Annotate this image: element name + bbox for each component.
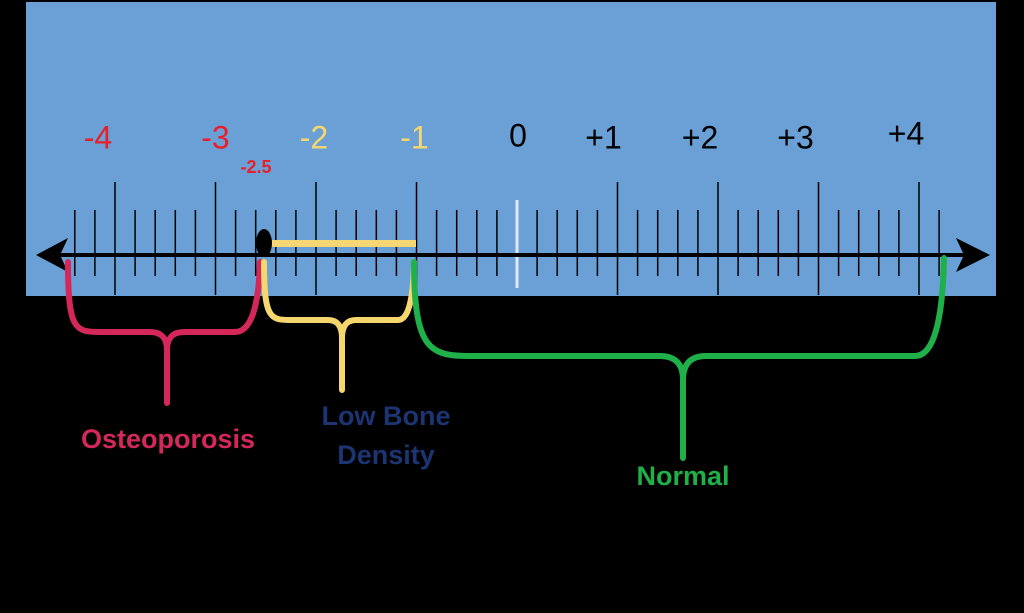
scale-panel [26, 2, 996, 296]
marker-dot [256, 229, 272, 257]
normal-brace [411, 255, 947, 461]
scale-label: +1 [585, 119, 621, 155]
left-arrow [36, 238, 68, 272]
osteoporosis-brace [65, 259, 263, 406]
scale-label: -3 [201, 119, 229, 155]
range-label: Osteoporosis [81, 424, 255, 454]
scale-label: -1 [400, 119, 428, 155]
scale-label: 0 [509, 117, 527, 153]
range-label: Low Bone [322, 401, 451, 431]
range-label: Density [337, 440, 435, 470]
scale-labels: -4 -3 -2 -1 0 +1 +2 +3 +4 [84, 115, 924, 155]
marker-label: -2.5 [240, 157, 271, 177]
right-arrow [956, 238, 990, 272]
scale-label: -2 [300, 119, 328, 155]
scale-label: +4 [888, 115, 924, 151]
scale-label: +3 [777, 119, 813, 155]
low-density-bar [270, 240, 416, 247]
scale-label: -4 [84, 119, 112, 155]
scale-label: +2 [682, 119, 718, 155]
range-label: Normal [636, 461, 729, 491]
